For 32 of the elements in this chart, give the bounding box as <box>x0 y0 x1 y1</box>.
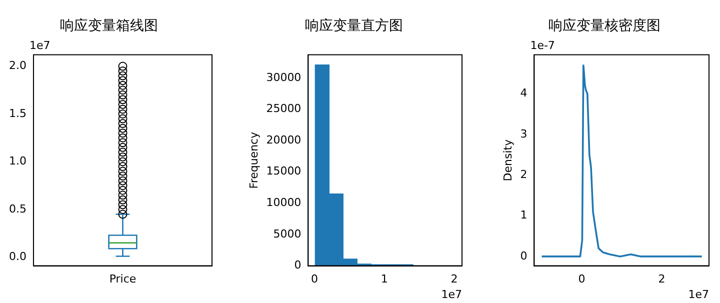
x-tick-label: 0 <box>578 272 586 286</box>
x-tick-label: 2 <box>450 272 458 286</box>
y-tick-label: 3 <box>520 127 528 140</box>
y-axis-title: Density <box>501 138 514 182</box>
y-tick-label: 0 <box>520 249 528 262</box>
y-tick-label: 5000 <box>273 227 302 240</box>
y-tick-label: 1 <box>520 208 528 222</box>
y-tick-label: 20000 <box>266 133 302 146</box>
x-tick-label: 1 <box>380 272 388 286</box>
y-tick-label: 2 <box>520 168 528 181</box>
text: 1e7 <box>29 39 50 52</box>
y-tick-label: 4 <box>520 86 528 100</box>
text: 1e7 <box>441 288 462 302</box>
y-tick-label: 15000 <box>266 164 302 178</box>
y-axis-title: Frequency <box>247 131 260 189</box>
y-tick-label: 30000 <box>266 70 302 84</box>
chart-title: 响应变量箱线图 <box>60 18 158 34</box>
y-tick-label: 1.0 <box>8 154 26 168</box>
y-tick-label: 25000 <box>266 102 302 116</box>
x-tick-label: Price <box>109 272 136 286</box>
y-tick-label: 0.0 <box>8 250 26 264</box>
y-tick-label: 0.5 <box>8 202 26 216</box>
y-tick-label: 2.0 <box>8 59 26 72</box>
y-tick-label: 1.5 <box>8 106 26 120</box>
y-tick-label: 10000 <box>266 196 302 210</box>
chart-title: 响应变量核密度图 <box>548 18 660 34</box>
chart-title: 响应变量直方图 <box>305 18 403 34</box>
text: 1e7 <box>688 288 709 302</box>
text: 1e-7 <box>530 39 555 52</box>
x-tick-label: 0 <box>310 272 318 286</box>
x-tick-label: 2 <box>658 272 666 286</box>
y-tick-label: 0 <box>294 258 302 272</box>
